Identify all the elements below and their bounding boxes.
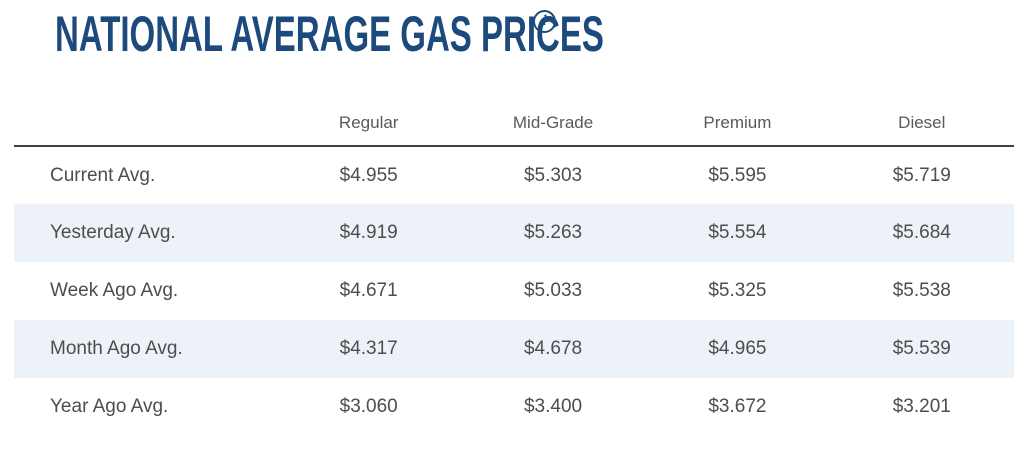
- column-header-premium: Premium: [645, 100, 830, 147]
- price-cell-regular: $4.919: [339, 222, 398, 243]
- price-cell-diesel: $5.538: [892, 280, 951, 301]
- price-cell-regular: $4.671: [339, 280, 398, 301]
- row-label: Current Avg.: [50, 164, 156, 186]
- price-cell-midgrade: $4.678: [523, 338, 583, 359]
- price-cell-diesel: $5.719: [892, 164, 951, 186]
- table-header: Regular Mid-Grade Premium Diesel: [14, 100, 1014, 147]
- table-row-current: Current Avg. $4.955 $5.303 $5.595 $5.719: [14, 146, 1014, 204]
- price-cell-diesel: $5.539: [892, 338, 951, 359]
- price-cell-premium: $5.325: [708, 280, 767, 301]
- price-cell-regular: $3.060: [339, 396, 398, 417]
- price-cell-midgrade: $5.303: [523, 164, 583, 186]
- price-cell-premium: $3.672: [708, 396, 767, 417]
- column-header-diesel: Diesel: [829, 100, 1014, 147]
- header-row: Regular Mid-Grade Premium Diesel: [14, 100, 1014, 147]
- column-header-regular: Regular: [276, 100, 461, 147]
- price-cell-regular: $4.955: [339, 164, 398, 186]
- info-icon[interactable]: i: [533, 10, 556, 33]
- table-row-month-ago: Month Ago Avg. $4.317 $4.678 $4.965 $5.5…: [14, 320, 1014, 378]
- gas-price-table: Regular Mid-Grade Premium Diesel Current…: [14, 100, 1014, 436]
- price-cell-midgrade: $5.033: [523, 280, 583, 301]
- price-cell-premium: $5.554: [708, 222, 767, 243]
- price-cell-premium: $5.595: [708, 164, 767, 186]
- price-cell-diesel: $5.684: [892, 222, 951, 243]
- page-title: NATIONAL AVERAGE GAS PRICES: [55, 6, 604, 62]
- table-row-week-ago: Week Ago Avg. $4.671 $5.033 $5.325 $5.53…: [14, 262, 1014, 320]
- price-cell-diesel: $3.201: [892, 396, 951, 417]
- price-cell-midgrade: $3.400: [523, 396, 583, 417]
- row-label: Yesterday Avg.: [50, 222, 176, 243]
- price-cell-premium: $4.965: [708, 338, 767, 359]
- table-body: Current Avg. $4.955 $5.303 $5.595 $5.719…: [14, 146, 1014, 436]
- row-label: Year Ago Avg.: [50, 396, 169, 417]
- row-label: Month Ago Avg.: [50, 338, 183, 359]
- column-header-blank: [14, 100, 277, 147]
- column-header-midgrade: Mid-Grade: [460, 100, 646, 147]
- table-row-yesterday: Yesterday Avg. $4.919 $5.263 $5.554 $5.6…: [14, 204, 1014, 262]
- price-cell-regular: $4.317: [339, 338, 398, 359]
- title-row: NATIONAL AVERAGE GAS PRICES i: [55, 8, 1014, 70]
- row-label: Week Ago Avg.: [50, 280, 179, 301]
- gas-prices-widget: NATIONAL AVERAGE GAS PRICES i Regular Mi…: [14, 8, 1014, 436]
- price-cell-midgrade: $5.263: [523, 222, 583, 243]
- table-row-year-ago: Year Ago Avg. $3.060 $3.400 $3.672 $3.20…: [14, 378, 1014, 436]
